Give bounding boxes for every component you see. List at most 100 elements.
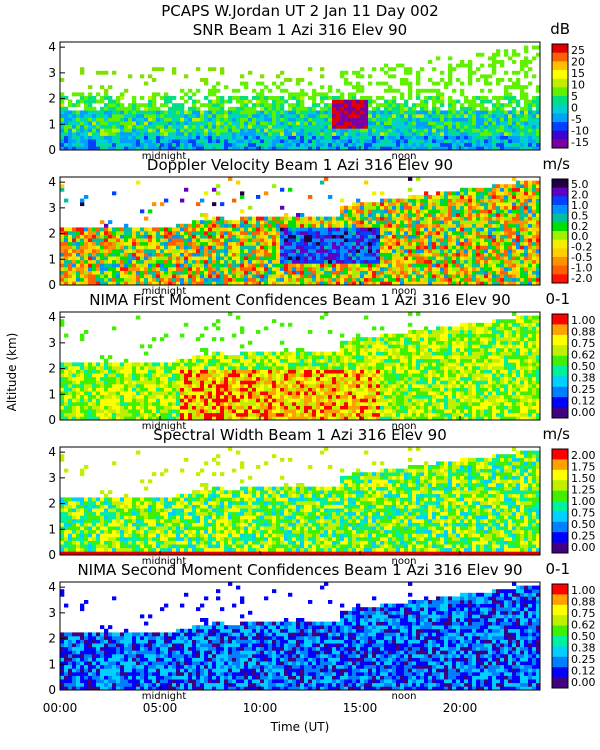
- heatmap-cell: [368, 128, 373, 133]
- heatmap-cell: [120, 376, 125, 381]
- heatmap-cell: [432, 234, 437, 239]
- heatmap-cell: [436, 92, 441, 97]
- heatmap-cell: [208, 241, 213, 246]
- heatmap-cell: [312, 132, 317, 136]
- heatmap-cell: [232, 198, 237, 203]
- heatmap-cell: [96, 132, 101, 136]
- heatmap-cell: [456, 249, 461, 253]
- heatmap-cell: [316, 223, 321, 228]
- heatmap-cell: [468, 267, 473, 271]
- heatmap-cell: [248, 114, 253, 118]
- heatmap-cell: [372, 270, 377, 275]
- heatmap-cell: [272, 245, 277, 250]
- heatmap-cell: [332, 231, 337, 235]
- heatmap-cell: [332, 96, 337, 100]
- heatmap-cell: [136, 231, 141, 235]
- heatmap-cell: [452, 238, 457, 243]
- heatmap-cell: [268, 274, 273, 279]
- heatmap-cell: [416, 146, 421, 151]
- heatmap-cell: [92, 369, 97, 374]
- heatmap-cell: [460, 191, 465, 196]
- heatmap-cell: [164, 267, 169, 271]
- heatmap-cell: [500, 198, 505, 203]
- heatmap-cell: [484, 223, 489, 228]
- heatmap-cell: [96, 99, 101, 104]
- heatmap-cell: [64, 132, 69, 136]
- heatmap-cell: [412, 241, 417, 246]
- heatmap-cell: [420, 114, 425, 118]
- heatmap-cell: [216, 267, 221, 271]
- heatmap-cell: [100, 135, 105, 140]
- heatmap-cell: [252, 117, 257, 122]
- heatmap-cell: [88, 132, 93, 136]
- heatmap-cell: [520, 202, 525, 207]
- heatmap-cell: [536, 256, 541, 261]
- heatmap-cell: [64, 114, 69, 118]
- heatmap-cell: [80, 281, 85, 286]
- heatmap-cell: [192, 117, 197, 122]
- heatmap-cell: [424, 241, 429, 246]
- heatmap-cell: [268, 110, 273, 115]
- heatmap-cell: [496, 213, 501, 217]
- heatmap-cell: [204, 191, 209, 196]
- heatmap-cell: [288, 128, 293, 133]
- heatmap-cell: [468, 252, 473, 257]
- heatmap-cell: [520, 259, 525, 264]
- heatmap-cell: [304, 256, 309, 261]
- heatmap-cell: [60, 259, 65, 264]
- heatmap-cell: [76, 124, 81, 129]
- heatmap-cell: [104, 249, 109, 253]
- heatmap-cell: [180, 256, 185, 261]
- heatmap-cell: [536, 96, 541, 100]
- heatmap-cell: [104, 263, 109, 268]
- heatmap-cell: [344, 256, 349, 261]
- heatmap-cell: [116, 146, 121, 151]
- heatmap-cell: [116, 270, 121, 275]
- heatmap-cell: [336, 252, 341, 257]
- heatmap-cell: [348, 146, 353, 151]
- heatmap-cell: [328, 223, 333, 228]
- heatmap-cell: [216, 281, 221, 286]
- heatmap-cell: [204, 121, 209, 126]
- heatmap-cell: [360, 205, 365, 210]
- heatmap-cell: [340, 238, 345, 243]
- heatmap-cell: [512, 281, 517, 286]
- heatmap-cell: [468, 135, 473, 140]
- heatmap-cell: [516, 198, 521, 203]
- heatmap-cell: [68, 366, 73, 370]
- heatmap-cell: [516, 114, 521, 118]
- heatmap-cell: [312, 216, 317, 221]
- heatmap-cell: [296, 135, 301, 140]
- heatmap-cell: [256, 238, 261, 243]
- heatmap-cell: [440, 128, 445, 133]
- heatmap-cell: [492, 281, 497, 286]
- heatmap-cell: [132, 412, 137, 417]
- heatmap-cell: [388, 281, 393, 286]
- heatmap-cell: [468, 70, 473, 75]
- heatmap-cell: [464, 234, 469, 239]
- heatmap-cell: [108, 146, 113, 151]
- heatmap-cell: [112, 402, 117, 406]
- heatmap-cell: [384, 209, 389, 214]
- heatmap-cell: [68, 398, 73, 403]
- heatmap-cell: [64, 405, 69, 410]
- heatmap-cell: [488, 270, 493, 275]
- heatmap-cell: [448, 117, 453, 122]
- heatmap-cell: [160, 238, 165, 243]
- heatmap-cell: [536, 45, 541, 50]
- heatmap-cell: [236, 252, 241, 257]
- heatmap-cell: [124, 252, 129, 257]
- heatmap-cell: [304, 223, 309, 228]
- heatmap-cell: [360, 256, 365, 261]
- heatmap-cell: [416, 81, 421, 86]
- heatmap-cell: [120, 402, 125, 406]
- heatmap-cell: [360, 202, 365, 207]
- heatmap-cell: [60, 391, 65, 396]
- heatmap-cell: [488, 202, 493, 207]
- heatmap-cell: [388, 106, 393, 111]
- heatmap-cell: [496, 195, 501, 199]
- heatmap-cell: [296, 245, 301, 250]
- heatmap-cell: [340, 96, 345, 100]
- heatmap-cell: [220, 223, 225, 228]
- heatmap-cell: [116, 405, 121, 410]
